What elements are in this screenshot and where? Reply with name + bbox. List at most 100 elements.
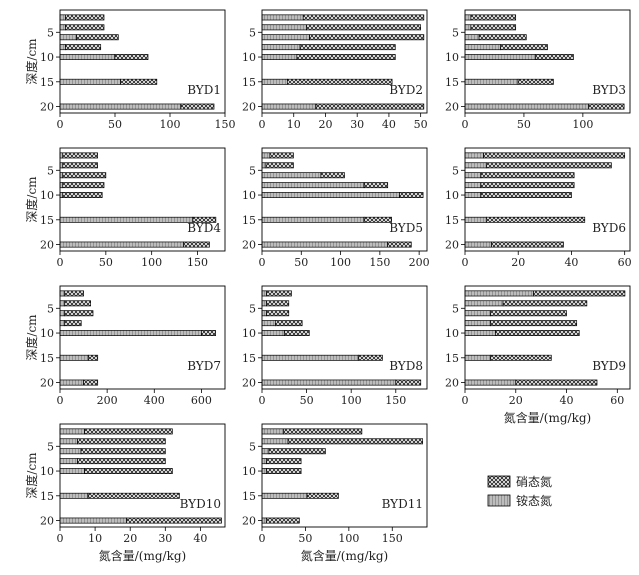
bar-ammonium-byd3-2: [464, 14, 472, 21]
bar-nitrate-byd10-4: [77, 438, 166, 445]
y-tick-label: 15: [445, 352, 459, 365]
y-tick-label: 5: [47, 440, 54, 453]
bar-ammonium-byd2-4: [261, 24, 307, 31]
x-tick-label: 0: [57, 118, 64, 131]
bar-ammonium-byd2-2: [261, 14, 304, 21]
y-tick-label: 10: [242, 189, 256, 202]
bar-nitrate-byd3-6: [478, 34, 527, 41]
bar-nitrate-byd2-4: [306, 24, 422, 31]
x-tick-label: 0: [462, 118, 469, 131]
x-tick-label: 100: [141, 256, 162, 269]
x-tick-label: 600: [191, 394, 212, 407]
panel-label: BYD7: [187, 359, 221, 373]
bar-nitrate-byd7-6: [64, 310, 94, 317]
bar-ammonium-byd7-20: [59, 379, 84, 386]
panel-frame: [59, 285, 226, 390]
y-tick-label: 5: [249, 302, 256, 315]
x-tick-label: 0: [259, 532, 266, 545]
x-tick-label: 0: [259, 394, 266, 407]
bar-ammonium-byd6-6: [464, 172, 482, 179]
bar-ammonium-byd5-6: [261, 172, 322, 179]
bar-ammonium-byd3-8: [464, 44, 501, 51]
bar-ammonium-byd5-8: [261, 182, 365, 189]
bar-ammonium-byd5-2: [261, 152, 271, 159]
y-tick-label: 20: [242, 515, 256, 528]
x-tick-label: 50: [99, 256, 113, 269]
y-tick-label: 5: [47, 164, 54, 177]
bar-nitrate-byd9-15: [490, 354, 552, 361]
panel-label: BYD9: [592, 359, 626, 373]
bar-nitrate-byd10-6: [80, 448, 166, 455]
panel-byd8: 5 10 15 200 50 100 150 BYD8: [242, 285, 428, 407]
x-tick-label: 0: [57, 532, 64, 545]
bar-ammonium-byd2-6: [261, 34, 310, 41]
y-axis-label: 深度/cm: [24, 314, 39, 361]
x-axis-label: 氮含量/(mg/kg): [99, 548, 186, 563]
y-tick-label: 15: [242, 214, 256, 227]
panel-frame: [261, 285, 428, 390]
y-axis-label: 深度/cm: [24, 452, 39, 499]
bar-ammonium-byd11-2: [261, 428, 285, 435]
bar-nitrate-byd6-8: [480, 182, 575, 189]
bar-ammonium-byd6-2: [464, 152, 484, 159]
x-tick-label: 0: [57, 256, 64, 269]
bar-nitrate-byd10-8: [77, 458, 166, 465]
bar-ammonium-byd1-2: [59, 14, 66, 21]
bar-ammonium-byd11-8: [261, 458, 267, 465]
bar-ammonium-byd8-2: [261, 290, 267, 297]
bar-nitrate-byd2-6: [309, 34, 425, 41]
y-tick-label: 20: [40, 239, 54, 252]
panel-frame: [59, 9, 226, 114]
panel-byd4: 5 10 15 200 50 100 150 BYD4 深度/cm: [24, 147, 226, 269]
x-tick-label: 30: [350, 118, 364, 131]
x-tick-label: 0: [57, 394, 64, 407]
panel-label: BYD11: [382, 497, 423, 511]
y-tick-label: 5: [249, 440, 256, 453]
bar-ammonium-byd10-6: [59, 448, 82, 455]
bar-nitrate-byd2-20: [315, 103, 425, 110]
x-tick-label: 200: [97, 394, 118, 407]
y-tick-label: 20: [242, 101, 256, 114]
y-tick-label: 20: [40, 515, 54, 528]
bar-ammonium-byd6-8: [464, 182, 482, 189]
y-tick-label: 5: [47, 302, 54, 315]
bar-nitrate-byd7-8: [64, 320, 82, 327]
y-tick-label: 5: [249, 26, 256, 39]
y-tick-label: 20: [40, 377, 54, 390]
bar-nitrate-byd11-2: [283, 428, 363, 435]
bar-nitrate-byd5-8: [363, 182, 389, 189]
bar-nitrate-byd5-6: [320, 172, 345, 179]
bar-nitrate-byd11-15: [306, 492, 339, 499]
bar-nitrate-byd10-15: [87, 492, 180, 499]
y-tick-label: 5: [452, 26, 459, 39]
x-tick-label: 150: [385, 394, 406, 407]
bar-nitrate-byd5-2: [269, 152, 294, 159]
y-tick-label: 15: [445, 214, 459, 227]
bar-nitrate-byd10-2: [84, 428, 173, 435]
y-axis-label: 深度/cm: [24, 176, 39, 223]
bar-ammonium-byd11-15: [261, 492, 308, 499]
bar-nitrate-byd5-4: [265, 162, 294, 169]
y-axis-label: 深度/cm: [24, 38, 39, 85]
bar-nitrate-byd7-4: [64, 300, 91, 307]
x-axis-label: 氮含量/(mg/kg): [504, 410, 591, 425]
panel-frame: [261, 147, 428, 252]
bar-nitrate-byd8-4: [266, 300, 290, 307]
bar-nitrate-byd11-20: [265, 517, 300, 524]
bar-ammonium-byd9-4: [464, 300, 504, 307]
y-tick-label: 20: [445, 239, 459, 252]
bar-nitrate-byd1-2: [65, 14, 105, 21]
y-tick-label: 10: [242, 465, 256, 478]
panel-byd3: 5 10 15 200 50 100 BYD3: [445, 9, 631, 131]
y-tick-label: 5: [452, 164, 459, 177]
bar-ammonium-byd9-8: [464, 320, 491, 327]
bar-nitrate-byd11-8: [265, 458, 302, 465]
bar-ammonium-byd5-10: [261, 192, 400, 198]
bar-nitrate-byd8-8: [275, 320, 303, 327]
bar-ammonium-byd4-20: [59, 241, 185, 248]
bar-nitrate-byd2-15: [287, 78, 393, 85]
bar-ammonium-byd3-20: [464, 103, 590, 110]
bar-nitrate-byd9-2: [533, 290, 626, 297]
